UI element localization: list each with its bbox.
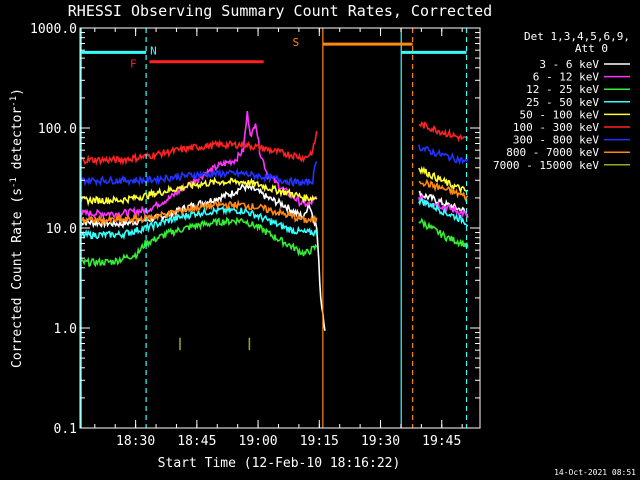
series-line-5 <box>79 130 318 167</box>
series-line-2-b <box>418 217 469 248</box>
x-tick-label-4: 19:30 <box>361 434 400 449</box>
legend-header-line1: Det 1,3,4,5,6,9, <box>524 30 630 43</box>
legend-label-4: 50 - 100 keV <box>520 108 600 121</box>
series-line-6-b <box>418 144 469 166</box>
y-tick-label-4: 0.1 <box>54 422 77 437</box>
series-line-4-b <box>418 165 469 194</box>
y-axis-label-part3: ) <box>10 88 25 96</box>
y-tick-label-3: 1.0 <box>54 322 77 337</box>
annotation-s: S <box>292 36 299 49</box>
series-line-5-b <box>418 121 469 143</box>
y-tick-label-2: 10.0 <box>46 222 77 237</box>
markers-layer: NF S <box>80 28 468 428</box>
series-line-2 <box>79 216 318 268</box>
y-tick-label-1: 100.0 <box>38 122 77 137</box>
series-line-6 <box>79 161 318 188</box>
y-axis-label-sup2: -1 <box>9 96 19 107</box>
legend-label-1: 6 - 12 keV <box>533 71 600 84</box>
x-tick-label-2: 19:00 <box>239 434 278 449</box>
x-axis-label: Start Time (12-Feb-10 18:16:22) <box>158 456 401 471</box>
legend-header-line2: Att 0 <box>575 42 608 55</box>
legend-label-8: 7000 - 15000 keV <box>493 159 599 172</box>
y-axis-label-part1: Corrected Count Rate (s <box>10 188 25 368</box>
legend-label-3: 25 - 50 keV <box>526 96 599 109</box>
annotation-f: F <box>130 58 137 71</box>
series-line-3-b <box>418 197 469 227</box>
x-tick-label-5: 19:45 <box>422 434 461 449</box>
footer-date: 14-Oct-2021 08:51 <box>554 468 636 477</box>
legend-label-0: 3 - 6 keV <box>539 58 599 71</box>
x-tick-label-1: 18:45 <box>177 434 216 449</box>
series-line-1 <box>79 111 318 220</box>
annotation-n: N <box>150 44 157 57</box>
x-axis: 18:30 18:45 19:00 19:15 19:30 19:45 <box>94 28 463 449</box>
legend-label-6: 300 - 800 keV <box>513 134 599 147</box>
legend-label-2: 12 - 25 keV <box>526 83 599 96</box>
series-line-4 <box>79 176 318 207</box>
chart-title: RHESSI Observing Summary Count Rates, Co… <box>68 2 492 20</box>
y-tick-label-0: 1000.0 <box>30 22 77 37</box>
y-axis-label: Corrected Count Rate (s-1 detector-1) <box>9 88 25 368</box>
legend-label-7: 800 - 7000 keV <box>506 146 599 159</box>
legend-label-5: 100 - 300 keV <box>513 121 599 134</box>
x-tick-label-0: 18:30 <box>116 434 155 449</box>
series-layer <box>79 111 469 351</box>
x-tick-label-3: 19:15 <box>300 434 339 449</box>
y-axis-label-part2: detector <box>10 107 25 178</box>
series-line-0 <box>79 182 326 331</box>
series-line-7-b <box>418 178 469 203</box>
series-line-7 <box>79 199 318 226</box>
y-axis-label-sup1: -1 <box>9 177 19 188</box>
y-axis: 1000.0 100.0 10.0 1.0 0.1 <box>30 22 480 437</box>
